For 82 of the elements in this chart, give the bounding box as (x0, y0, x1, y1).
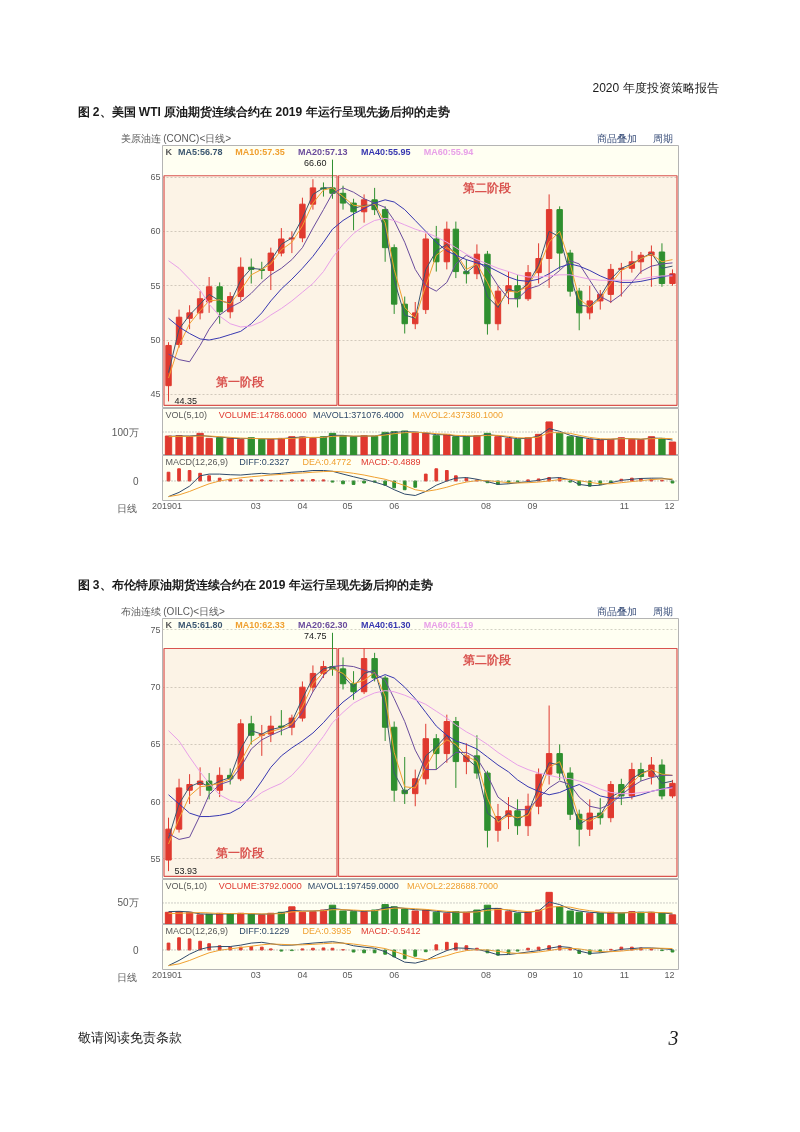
x-tick-label: 04 (297, 969, 308, 980)
series-label: DEA:0.3935 (302, 925, 352, 936)
x-tick-label: 10 (572, 969, 583, 980)
text: 敬请阅读免责条款 (77, 1030, 182, 1045)
x-tick-label: 12 (664, 969, 675, 980)
x-tick-label: 06 (389, 969, 400, 980)
text: 2020 年度投资策略报告 (592, 80, 719, 95)
x-tick-label: 201901 (152, 969, 183, 980)
text: 商品叠加 (596, 606, 637, 617)
x-tick-label: 05 (342, 969, 353, 980)
x-axis-title: 日线 (116, 502, 137, 514)
text: MA40:61.30 (360, 619, 411, 630)
chart-title: 图 2、美国 WTI 原油期货连续合约在 2019 年运行呈现先扬后抑的走势 (77, 104, 450, 119)
text: MA20:57.13 (298, 146, 348, 157)
text: MA5:61.80 (178, 619, 223, 630)
y-tick-label: 60 (150, 226, 161, 237)
series-label: VOLUME:14786.0000 (218, 409, 307, 420)
x-tick-label: 08 (480, 969, 491, 980)
y-tick-label: 60 (150, 796, 161, 807)
text: MA60:55.94 (423, 146, 474, 157)
annotation: 44.35 (174, 396, 198, 407)
band-label: 第一阶段 (215, 375, 266, 390)
band-label: 第二阶段 (462, 180, 513, 195)
x-tick-label: 03 (250, 969, 261, 980)
x-tick-label: 09 (527, 969, 538, 980)
band-label: 第一阶段 (215, 846, 266, 861)
x-tick-label: 11 (619, 500, 630, 511)
y-tick-label: 55 (150, 280, 161, 291)
ref-line-label: 100万 (111, 426, 139, 438)
y-tick-label: 65 (150, 739, 161, 750)
x-tick-label: 06 (389, 500, 400, 511)
series-label: DIFF:0.1229 (239, 925, 290, 936)
series-label: MAVOL2:437380.1000 (412, 409, 504, 420)
x-tick-label: 08 (480, 500, 491, 511)
legend-title: VOL(5,10) (165, 409, 208, 420)
series-label: MAVOL2:228688.7000 (407, 880, 498, 891)
x-tick-label: 04 (297, 500, 308, 511)
ref-line-label: 50万 (117, 897, 139, 909)
text: 商品叠加 (596, 133, 637, 144)
y-tick-label: 65 (150, 172, 161, 183)
text: 3 (667, 1026, 679, 1049)
x-tick-label: 12 (664, 500, 675, 511)
series-label: MAVOL1:371076.4000 (312, 409, 404, 420)
legend-title: MACD(12,26,9) (165, 925, 229, 936)
text: 周期 (652, 133, 673, 144)
y-tick-label: 70 (150, 682, 161, 693)
text: MA20:62.30 (298, 619, 348, 630)
text: MA60:61.19 (423, 619, 474, 630)
legend-title: VOL(5,10) (165, 880, 208, 891)
y-tick-label: 50 (150, 335, 161, 346)
annotation: 74.75 (303, 630, 327, 641)
text: MA40:55.95 (360, 146, 411, 157)
x-tick-label: 11 (619, 969, 630, 980)
x-tick-label: 09 (527, 500, 538, 511)
series-label: DEA:0.4772 (302, 456, 352, 467)
text: MA5:56.78 (178, 146, 223, 157)
text: MA10:62.33 (235, 619, 285, 630)
text: MA10:57.35 (235, 146, 285, 157)
ref-line-label: 0 (132, 944, 139, 956)
x-tick-label: 03 (250, 500, 261, 511)
x-tick-label: 201901 (152, 500, 183, 511)
band-label: 第二阶段 (462, 653, 513, 668)
y-tick-label: 75 (150, 624, 161, 635)
chart-subtitle: 布油连续 (OILC)<日线> (120, 606, 226, 617)
series-label: MAVOL1:197459.0000 (307, 880, 399, 891)
annotation: 66.60 (303, 157, 327, 168)
ref-line-label: 0 (132, 475, 139, 487)
series-label: MACD:-0.5412 (360, 925, 421, 936)
series-label: MACD:-0.4889 (360, 456, 421, 467)
text: 周期 (652, 606, 673, 617)
y-tick-label: 55 (150, 853, 161, 864)
y-tick-label: 45 (150, 389, 161, 400)
chart-subtitle: 美原油连 (CONC)<日线> (120, 133, 232, 144)
series-label: VOLUME:3792.0000 (218, 880, 302, 891)
x-axis-title: 日线 (116, 971, 137, 983)
legend-title: MACD(12,26,9) (165, 456, 229, 467)
chart-title: 图 3、布伦特原油期货连续合约在 2019 年运行呈现先扬后抑的走势 (77, 577, 433, 592)
annotation: 53.93 (174, 866, 198, 877)
x-tick-label: 05 (342, 500, 353, 511)
legend-title: K (165, 146, 173, 157)
series-label: DIFF:0.2327 (239, 456, 290, 467)
legend-title: K (165, 619, 173, 630)
